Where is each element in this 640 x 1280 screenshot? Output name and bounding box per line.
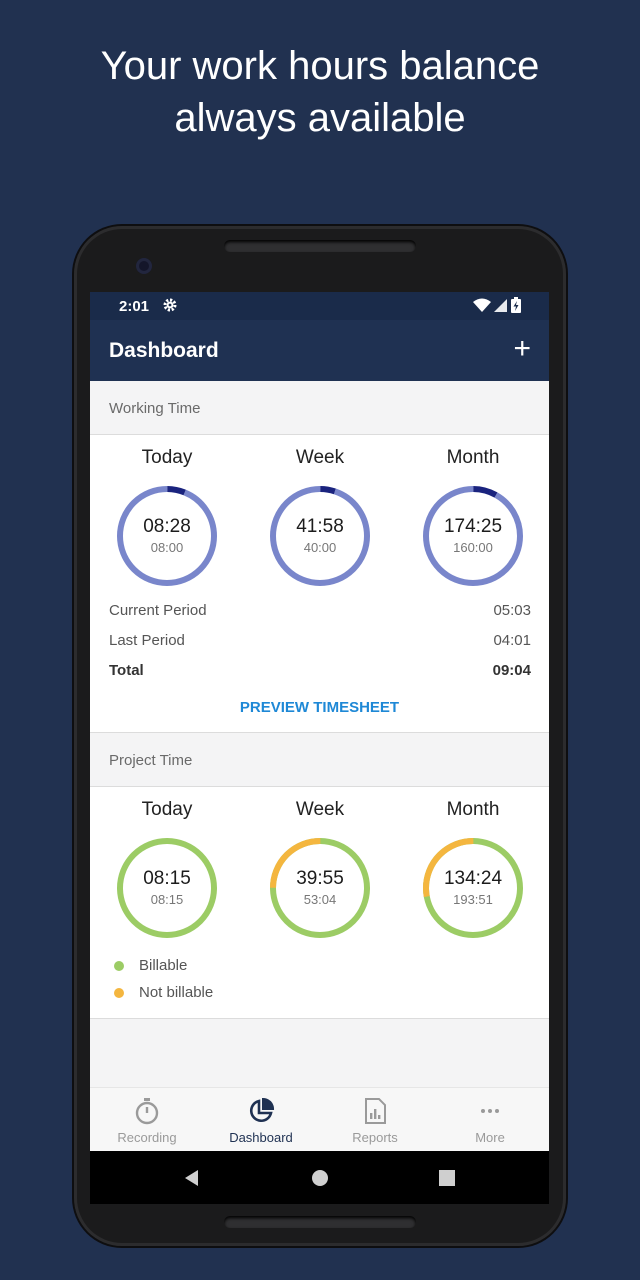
battery-icon bbox=[511, 297, 521, 317]
legend-billable: Billable bbox=[114, 957, 187, 974]
back-triangle-icon[interactable] bbox=[180, 1165, 206, 1191]
status-icons bbox=[473, 297, 521, 317]
ring-target: 160:00 bbox=[453, 540, 493, 555]
page-title: Dashboard bbox=[109, 339, 219, 362]
home-circle-icon[interactable] bbox=[307, 1165, 333, 1191]
stopwatch-icon bbox=[133, 1097, 161, 1125]
period-row-last: Last Period 04:01 bbox=[109, 632, 531, 649]
front-camera bbox=[136, 258, 152, 274]
ring-value: 174:25 bbox=[443, 516, 503, 537]
progress-ring: 174:25 160:00 bbox=[421, 484, 525, 588]
status-bar: 2:01 bbox=[90, 292, 549, 320]
ring-target: 193:51 bbox=[453, 892, 493, 907]
ring-target: 08:15 bbox=[150, 892, 184, 907]
project-time-card: Today 08:15 08:15 Week 39:55 53:04 Month 134:24… bbox=[90, 787, 549, 1019]
nav-label: Reports bbox=[352, 1130, 398, 1145]
ring-target: 53:04 bbox=[303, 892, 337, 907]
ring-value: 08:28 bbox=[143, 516, 191, 537]
system-navigation-bar bbox=[90, 1151, 549, 1204]
working-time-ring-week: Week 41:58 40:00 bbox=[260, 447, 380, 588]
ring-label: Month bbox=[446, 799, 500, 820]
period-value: 04:01 bbox=[493, 632, 531, 649]
progress-ring: 08:28 08:00 bbox=[115, 484, 219, 588]
project-time-ring-today: Today 08:15 08:15 bbox=[107, 799, 227, 940]
add-button[interactable]: + bbox=[513, 332, 531, 365]
working-time-header: Working Time bbox=[90, 381, 549, 435]
nav-recording[interactable]: Recording bbox=[90, 1088, 204, 1152]
period-label: Total bbox=[109, 662, 144, 679]
working-time-ring-today: Today 08:28 08:00 bbox=[107, 447, 227, 588]
signal-icon bbox=[494, 298, 508, 317]
recents-square-icon[interactable] bbox=[434, 1165, 460, 1191]
gear-icon bbox=[162, 297, 178, 317]
more-dots-icon bbox=[476, 1097, 504, 1125]
working-time-ring-month: Month 174:25 160:00 bbox=[413, 447, 533, 588]
nav-label: Dashboard bbox=[229, 1130, 293, 1145]
speaker-top bbox=[224, 240, 416, 252]
ring-value: 39:55 bbox=[296, 868, 344, 889]
nav-reports[interactable]: Reports bbox=[318, 1088, 432, 1152]
billable-dot-icon bbox=[114, 960, 124, 971]
pie-chart-icon bbox=[247, 1097, 275, 1125]
phone-screen: 2:01 Dashboard + Wo bbox=[90, 292, 549, 1204]
nav-label: Recording bbox=[117, 1130, 177, 1145]
wifi-icon bbox=[473, 298, 491, 317]
ring-value: 41:58 bbox=[296, 516, 344, 537]
speaker-bottom bbox=[224, 1216, 416, 1228]
phone-frame: 2:01 Dashboard + Wo bbox=[74, 226, 566, 1246]
ring-target: 08:00 bbox=[150, 540, 184, 555]
status-time: 2:01 bbox=[119, 298, 150, 315]
legend-label: Not billable bbox=[139, 984, 214, 1001]
working-time-card: Today 08:28 08:00 Week 41:58 40:00 Month 174:25… bbox=[90, 435, 549, 733]
promo-headline: Your work hours balance always available bbox=[0, 40, 640, 144]
period-row-current: Current Period 05:03 bbox=[109, 602, 531, 619]
report-icon bbox=[361, 1097, 389, 1125]
promo-headline-line1: Your work hours balance bbox=[100, 44, 540, 88]
nav-more[interactable]: More bbox=[433, 1088, 547, 1152]
working-time-title: Working Time bbox=[109, 400, 201, 417]
ring-value: 08:15 bbox=[143, 868, 191, 889]
project-time-title: Project Time bbox=[109, 752, 193, 769]
period-row-total: Total 09:04 bbox=[109, 662, 531, 679]
progress-ring: 08:15 08:15 bbox=[115, 836, 219, 940]
period-label: Current Period bbox=[109, 602, 207, 619]
promo-headline-line2: always available bbox=[174, 96, 466, 140]
ring-label: Week bbox=[295, 799, 345, 820]
legend-not-billable: Not billable bbox=[114, 984, 213, 1001]
progress-ring: 39:55 53:04 bbox=[268, 836, 372, 940]
not-billable-dot-icon bbox=[114, 987, 124, 998]
preview-timesheet-link[interactable]: PREVIEW TIMESHEET bbox=[239, 699, 400, 716]
ring-target: 40:00 bbox=[303, 540, 337, 555]
nav-label: More bbox=[475, 1130, 505, 1145]
ring-label: Month bbox=[446, 447, 500, 468]
project-time-header: Project Time bbox=[90, 733, 549, 787]
period-value: 09:04 bbox=[492, 662, 531, 679]
ring-label: Today bbox=[141, 799, 193, 820]
nav-dashboard[interactable]: Dashboard bbox=[204, 1088, 318, 1152]
app-bar: Dashboard + bbox=[90, 320, 549, 381]
bottom-navigation: Recording Dashboard Reports More bbox=[90, 1087, 549, 1152]
progress-ring: 134:24 193:51 bbox=[421, 836, 525, 940]
dashboard-content: Working Time Today 08:28 08:00 Week 41:58 40:… bbox=[90, 381, 549, 1087]
period-value: 05:03 bbox=[493, 602, 531, 619]
project-time-ring-month: Month 134:24 193:51 bbox=[413, 799, 533, 940]
progress-ring: 41:58 40:00 bbox=[268, 484, 372, 588]
legend-label: Billable bbox=[139, 957, 188, 974]
period-label: Last Period bbox=[109, 632, 185, 649]
ring-label: Today bbox=[141, 447, 193, 468]
ring-label: Week bbox=[295, 447, 345, 468]
ring-value: 134:24 bbox=[443, 868, 503, 889]
project-time-ring-week: Week 39:55 53:04 bbox=[260, 799, 380, 940]
